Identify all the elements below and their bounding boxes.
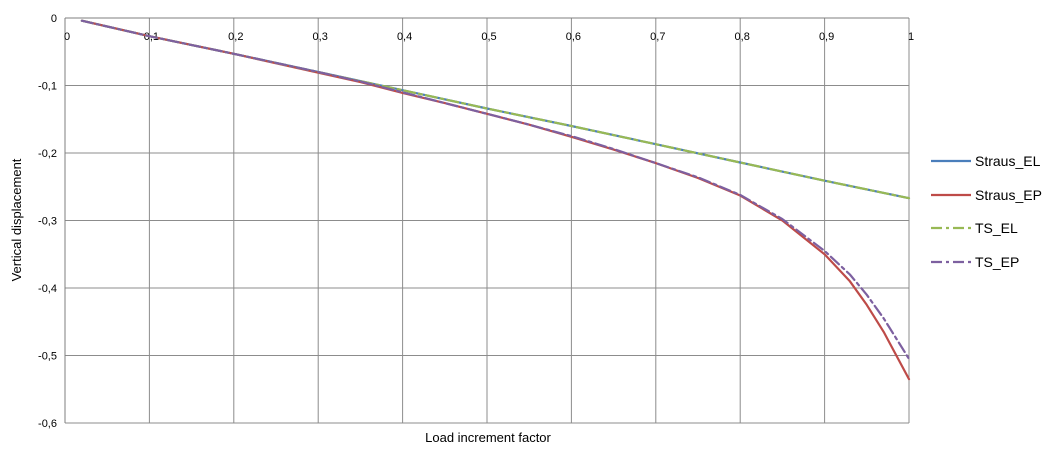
legend-label: Straus_EP	[975, 187, 1042, 203]
x-tick-labels: 0 0,1 0,2 0,3 0,4 0,5 0,6 0,7 0,8 0,9 1	[64, 31, 914, 43]
axes	[64, 17, 909, 423]
x-tick-label: 0,9	[819, 31, 834, 43]
x-tick-label: 0,3	[313, 31, 328, 43]
y-tick-label: -0,3	[38, 216, 57, 228]
x-axis-title: Load increment factor	[425, 430, 551, 445]
y-tick-label: -0,4	[38, 283, 57, 295]
y-tick-label: -0,6	[38, 418, 57, 430]
x-tick-label: 0	[64, 31, 70, 43]
x-tick-label: 0,8	[735, 31, 750, 43]
legend-label: TS_EP	[975, 254, 1019, 270]
legend-label: TS_EL	[975, 220, 1018, 236]
y-tick-label: 0	[51, 13, 57, 25]
y-tick-label: -0,1	[38, 81, 57, 93]
x-tick-label: 1	[908, 31, 914, 43]
y-tick-labels: 0 -0,1 -0,2 -0,3 -0,4 -0,5 -0,6	[38, 13, 57, 430]
x-tick-label: 0,5	[481, 31, 496, 43]
x-tick-label: 0,7	[650, 31, 665, 43]
x-tick-label: 0,2	[228, 31, 243, 43]
y-tick-label: -0,5	[38, 351, 57, 363]
legend-label: Straus_EL	[975, 153, 1041, 169]
x-tick-label: 0,6	[566, 31, 581, 43]
y-tick-label: -0,2	[38, 148, 57, 160]
series-line-ts-ep	[80, 19, 911, 360]
y-axis-title: Vertical displacement	[9, 158, 24, 281]
x-tick-label: 0,4	[397, 31, 412, 43]
series-lines	[80, 19, 911, 381]
legend: Straus_EL Straus_EP TS_EL TS_EP	[931, 153, 1042, 270]
series-line-straus-ep	[80, 19, 911, 381]
